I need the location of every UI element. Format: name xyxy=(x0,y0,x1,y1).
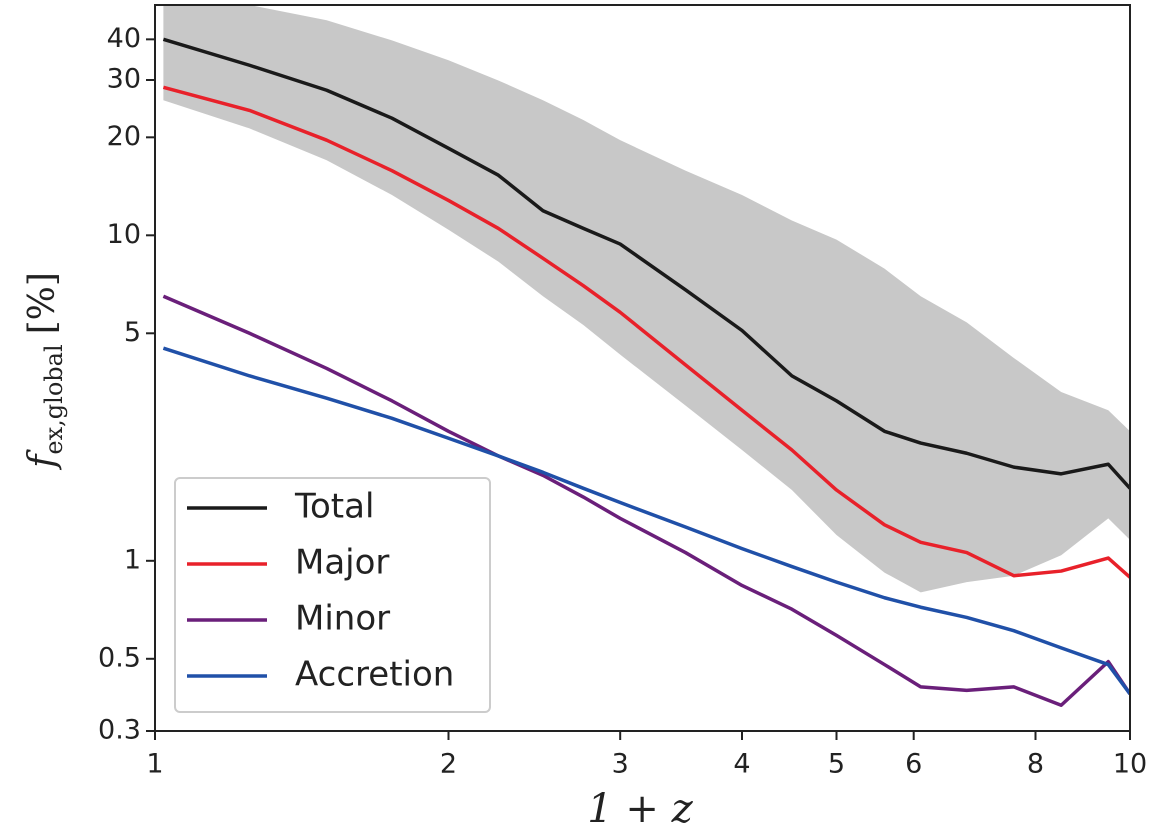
legend-label: Accretion xyxy=(295,655,454,695)
y-tick-label: 0.5 xyxy=(98,642,141,673)
x-tick-label: 8 xyxy=(1027,749,1044,780)
legend-box xyxy=(174,477,491,713)
legend-label: Major xyxy=(295,543,389,583)
y-tick-label: 10 xyxy=(107,219,141,250)
x-tick-label: 5 xyxy=(828,749,845,780)
legend-label: Total xyxy=(294,487,374,527)
x-tick-label: 3 xyxy=(612,749,629,780)
y-tick-label: 20 xyxy=(107,121,141,152)
x-axis-label: 1 + z xyxy=(587,786,693,832)
y-axis-label: fex,global[%] xyxy=(22,272,68,471)
y-tick-label: 40 xyxy=(107,23,141,54)
y-tick-label: 1 xyxy=(124,544,141,575)
series-line xyxy=(162,294,1130,707)
plot-area xyxy=(162,5,1130,707)
series-line xyxy=(162,85,1130,579)
y-tick-label: 0.3 xyxy=(98,715,141,746)
series-line xyxy=(162,346,1130,695)
x-tick-label: 2 xyxy=(440,749,457,780)
y-label-subscript: ex,global xyxy=(40,344,68,454)
series-line xyxy=(162,37,1130,490)
y-tick-label: 5 xyxy=(124,317,141,348)
y-tick-label: 30 xyxy=(107,64,141,95)
legend-label: Minor xyxy=(295,599,390,639)
axes-frame xyxy=(154,4,1131,732)
y-label-unit: [%] xyxy=(22,272,63,334)
x-tick-label: 1 xyxy=(146,749,163,780)
range-band xyxy=(163,5,1130,593)
x-tick-label: 6 xyxy=(905,749,922,780)
x-tick-label: 10 xyxy=(1113,749,1147,780)
x-tick-label: 4 xyxy=(733,749,750,780)
